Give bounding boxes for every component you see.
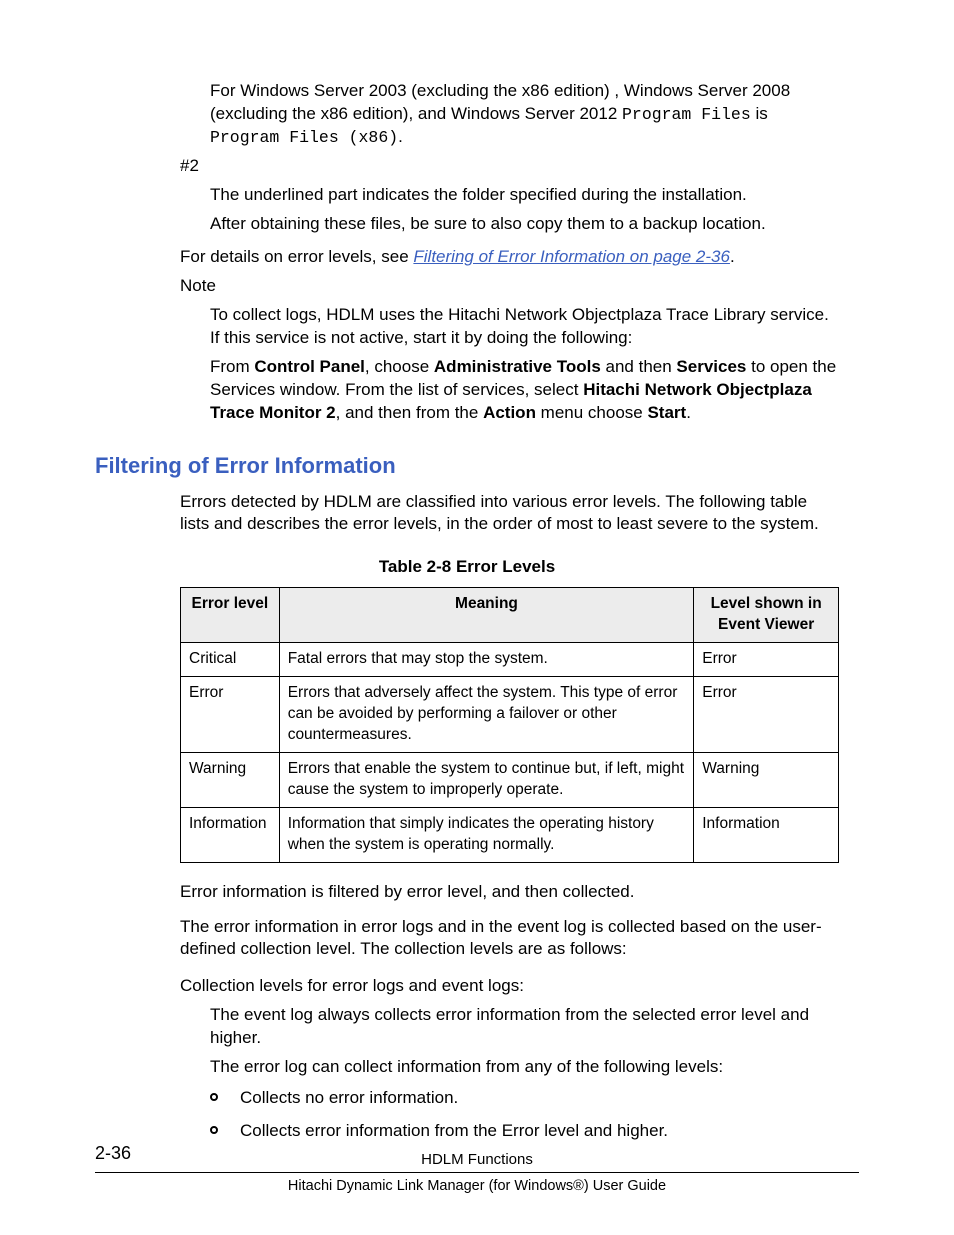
table-header: Error level [181,588,280,643]
paragraph: For Windows Server 2003 (excluding the x… [210,80,839,149]
bold-text: Action [483,403,536,422]
table-row: Error Errors that adversely affect the s… [181,677,839,753]
text: . [686,403,691,422]
table-row: Warning Errors that enable the system to… [181,752,839,807]
paragraph: To collect logs, HDLM uses the Hitachi N… [210,304,839,350]
note-marker: #2 [180,155,839,178]
text: . [398,127,403,146]
table-cell: Information that simply indicates the op… [279,807,694,862]
table-cell: Fatal errors that may stop the system. [279,643,694,677]
table-cell: Error [694,643,839,677]
table-cell: Information [694,807,839,862]
table-cell: Errors that enable the system to continu… [279,752,694,807]
code-text: Program Files (x86) [210,128,398,147]
text: menu choose [536,403,648,422]
table-cell: Error [694,677,839,753]
footer-subtitle: Hitachi Dynamic Link Manager (for Window… [0,1177,954,1197]
bold-text: Services [676,357,746,376]
text: , and then from the [336,403,483,422]
table-header: Meaning [279,588,694,643]
footer-divider [95,1172,859,1173]
text: . [730,247,735,266]
table-header-row: Error level Meaning Level shown in Event… [181,588,839,643]
table-cell: Warning [694,752,839,807]
paragraph: From Control Panel, choose Administrativ… [210,356,839,425]
document-page: For Windows Server 2003 (excluding the x… [0,0,954,1235]
table-cell: Information [181,807,280,862]
table-caption: Table 2-8 Error Levels [95,556,839,579]
text: , choose [365,357,434,376]
text: is [751,104,768,123]
bold-text: Control Panel [254,357,365,376]
paragraph: After obtaining these files, be sure to … [210,213,839,236]
paragraph: Errors detected by HDLM are classified i… [180,491,839,537]
paragraph: Error information is filtered by error l… [180,881,839,904]
paragraph: The underlined part indicates the folder… [210,184,839,207]
section-heading: Filtering of Error Information [95,451,839,481]
cross-reference-link[interactable]: Filtering of Error Information on page 2… [413,247,730,266]
text: and then [601,357,677,376]
text: For details on error levels, see [180,247,413,266]
bold-text: Administrative Tools [434,357,601,376]
paragraph: The event log always collects error info… [210,1004,839,1050]
table-header: Level shown in Event Viewer [694,588,839,643]
paragraph: The error log can collect information fr… [210,1056,839,1079]
code-text: Program Files [622,105,751,124]
note-label: Note [180,275,839,298]
table-cell: Errors that adversely affect the system.… [279,677,694,753]
page-footer: HDLM Functions Hitachi Dynamic Link Mana… [0,1150,954,1197]
list-item: Collects no error information. [210,1087,839,1110]
table-row: Critical Fatal errors that may stop the … [181,643,839,677]
bold-text: Start [647,403,686,422]
paragraph: For details on error levels, see Filteri… [180,246,839,269]
list-item: Collects error information from the Erro… [210,1120,839,1143]
table-cell: Critical [181,643,280,677]
table-row: Information Information that simply indi… [181,807,839,862]
bullet-list: Collects no error information. Collects … [210,1087,839,1143]
paragraph: Collection levels for error logs and eve… [180,975,839,998]
error-levels-table: Error level Meaning Level shown in Event… [180,587,839,862]
table-cell: Warning [181,752,280,807]
text: From [210,357,254,376]
footer-title: HDLM Functions [0,1150,954,1170]
table-cell: Error [181,677,280,753]
paragraph: The error information in error logs and … [180,916,839,962]
